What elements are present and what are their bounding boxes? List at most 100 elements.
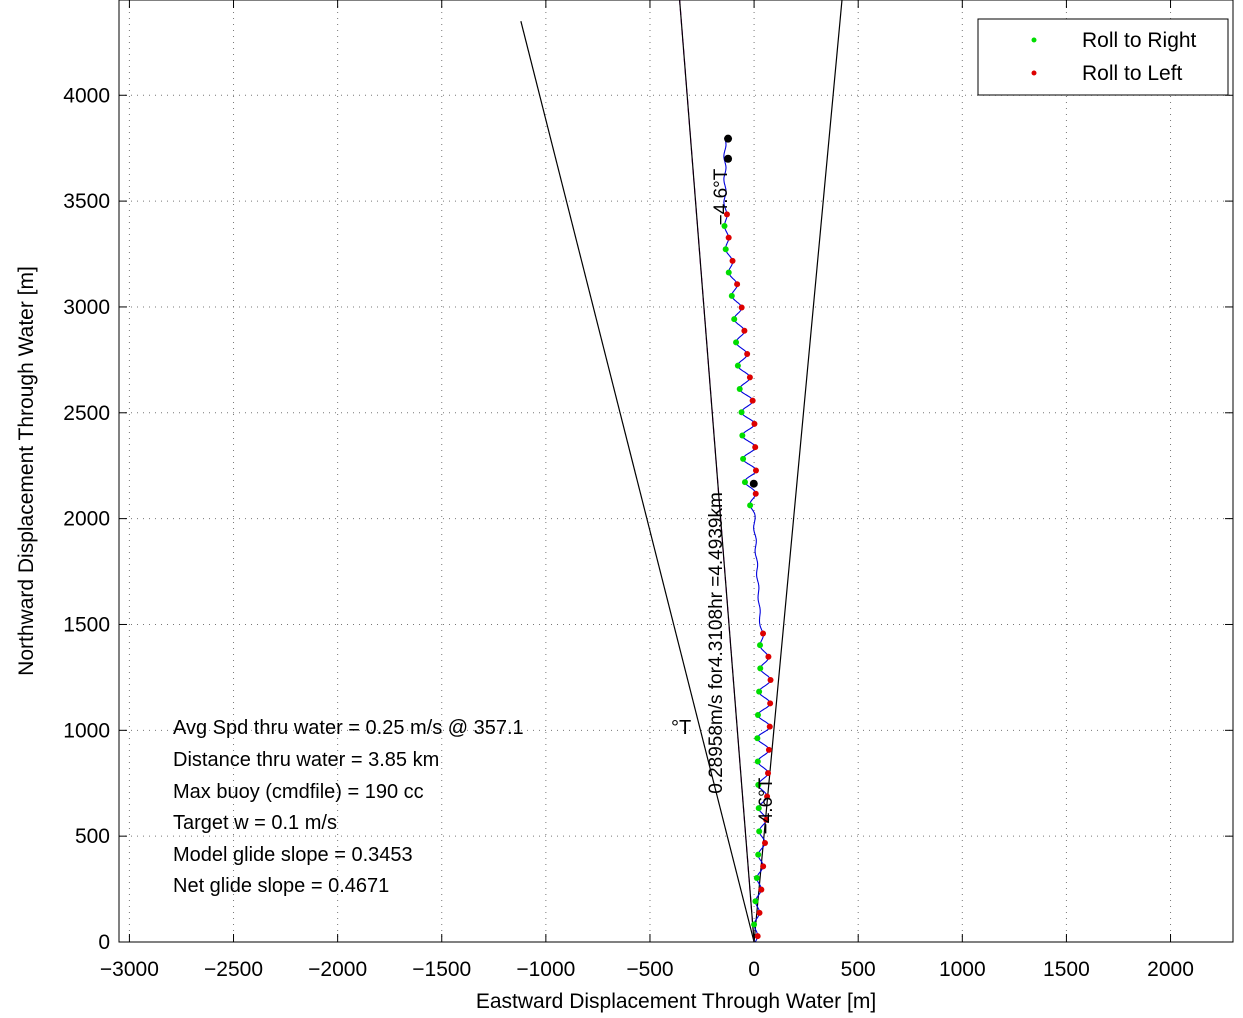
roll-marker — [755, 851, 762, 858]
roll-marker — [756, 688, 763, 695]
speed-line-label: 0.28958m/s for4.3108hr =4.4939km — [706, 492, 727, 794]
plot-area-background — [119, 0, 1233, 942]
roll-marker — [767, 677, 774, 684]
x-tick-label: −3000 — [100, 958, 159, 981]
roll-marker — [731, 316, 738, 323]
y-tick-label: 0 — [98, 931, 110, 954]
surfacing-marker — [749, 479, 758, 488]
roll-marker — [761, 840, 768, 847]
roll-marker — [755, 781, 762, 788]
roll-marker — [749, 397, 756, 404]
roll-marker — [754, 735, 761, 742]
roll-marker — [734, 362, 741, 369]
roll-marker — [725, 269, 732, 276]
roll-marker — [747, 502, 754, 509]
annotation-max-buoy: Max buoy (cmdfile) = 190 cc — [173, 781, 424, 803]
surfacing-marker — [724, 134, 733, 143]
roll-marker — [721, 222, 728, 229]
x-tick-label: 2000 — [1147, 958, 1194, 981]
x-tick-label: −1000 — [516, 958, 575, 981]
annotation-target-w: Target w = 0.1 m/s — [173, 812, 337, 834]
annotation-avg-speed: Avg Spd thru water = 0.25 m/s @ 357.1 — [173, 717, 524, 739]
heading-label-lower: −4.6°T — [756, 777, 777, 834]
y-tick-label: 1500 — [63, 613, 110, 636]
ref-line-cone-left — [520, 21, 755, 943]
roll-marker — [738, 304, 745, 311]
roll-marker — [765, 746, 772, 753]
legend: Roll to Right Roll to Left — [977, 18, 1229, 96]
roll-marker — [758, 886, 765, 893]
roll-marker — [729, 257, 736, 264]
reference-lines — [520, 0, 843, 943]
roll-marker — [722, 246, 729, 253]
roll-marker — [760, 630, 767, 637]
roll-marker — [728, 292, 735, 299]
roll-marker — [756, 909, 763, 916]
roll-marker — [741, 327, 748, 334]
roll-marker — [757, 665, 764, 672]
x-axis-label: Eastward Displacement Through Water [m] — [476, 990, 876, 1013]
y-tick-labels: 0 500 1000 1500 2000 2500 3000 3500 4000 — [63, 84, 110, 954]
roll-marker — [725, 234, 732, 241]
y-tick-label: 4000 — [63, 84, 110, 107]
ref-line-speed-line — [679, 0, 755, 943]
legend-marker-roll-left — [1031, 70, 1037, 76]
roll-marker — [754, 711, 761, 718]
surfacing-marker — [724, 154, 733, 163]
roll-marker — [754, 758, 761, 765]
roll-marker — [766, 723, 773, 730]
roll-marker — [739, 432, 746, 439]
roll-marker — [752, 444, 759, 451]
roll-marker — [755, 805, 762, 812]
roll-marker — [738, 409, 745, 416]
x-tick-label: 500 — [841, 958, 876, 981]
roll-markers — [721, 134, 774, 940]
roll-marker — [753, 874, 760, 881]
roll-marker — [765, 770, 772, 777]
roll-marker — [756, 828, 763, 835]
roll-marker — [752, 490, 759, 497]
x-tick-label: −1500 — [412, 958, 471, 981]
y-tick-label: 1000 — [63, 719, 110, 742]
annotation-block: Avg Spd thru water = 0.25 m/s @ 357.1 °T… — [173, 717, 691, 897]
y-tick-label: 3000 — [63, 296, 110, 319]
x-tick-label: −500 — [626, 958, 673, 981]
x-tick-label: −2500 — [204, 958, 263, 981]
ref-line-cone-right — [753, 0, 843, 943]
roll-marker — [723, 211, 730, 218]
y-axis-label: Northward Displacement Through Water [m] — [15, 266, 38, 676]
roll-marker — [752, 898, 759, 905]
roll-marker — [740, 455, 747, 462]
roll-marker — [733, 339, 740, 346]
y-tick-label: 3500 — [63, 190, 110, 213]
annotation-distance: Distance thru water = 3.85 km — [173, 749, 439, 771]
legend-label-roll-left: Roll to Left — [1082, 62, 1183, 85]
roll-marker — [765, 653, 772, 660]
annotation-net-glide: Net glide slope = 0.4671 — [173, 875, 389, 897]
x-tick-label: 0 — [748, 958, 760, 981]
legend-label-roll-right: Roll to Right — [1082, 29, 1197, 52]
annotation-degree-unit: °T — [671, 717, 691, 739]
roll-marker — [746, 374, 753, 381]
roll-marker — [764, 793, 771, 800]
annotation-model-glide: Model glide slope = 0.3453 — [173, 844, 413, 866]
x-tick-label: 1500 — [1043, 958, 1090, 981]
y-tick-label: 2000 — [63, 508, 110, 531]
roll-marker — [734, 281, 741, 288]
plot-area-border — [118, 0, 1234, 943]
roll-marker — [752, 467, 759, 474]
roll-marker — [767, 700, 774, 707]
roll-marker — [757, 642, 764, 649]
roll-marker — [763, 816, 770, 823]
roll-marker — [751, 420, 758, 427]
roll-marker — [744, 351, 751, 358]
roll-marker — [736, 385, 743, 392]
heading-label-upper: −4.6°T — [711, 168, 732, 225]
x-tick-label: −2000 — [308, 958, 367, 981]
y-tick-label: 2500 — [63, 402, 110, 425]
x-tick-label: 1000 — [939, 958, 986, 981]
grid-lines — [119, 0, 1233, 943]
roll-marker — [751, 921, 758, 928]
x-tick-labels: −3000 −2500 −2000 −1500 −1000 −500 0 500 1000 150… — [100, 958, 1194, 981]
